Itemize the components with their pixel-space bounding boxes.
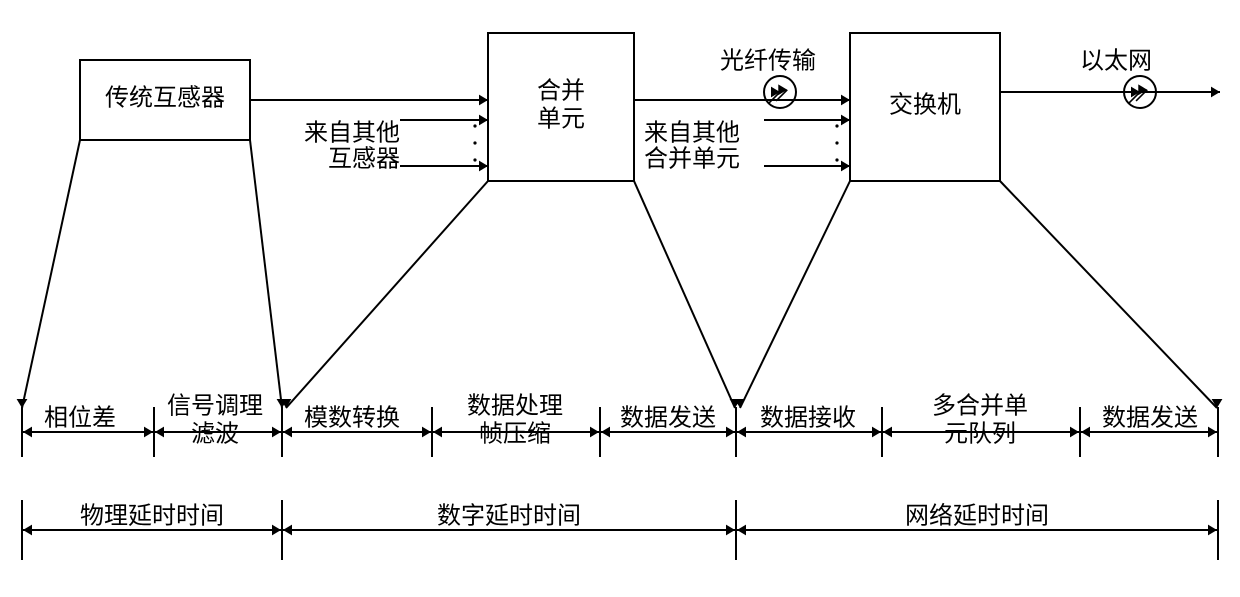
block-switch bbox=[850, 33, 1000, 181]
svg-text:合并单元: 合并单元 bbox=[644, 146, 740, 173]
label-fiber-transmission bbox=[716, 49, 836, 77]
svg-text:来自其他: 来自其他 bbox=[644, 120, 740, 147]
svg-text:来自其他: 来自其他 bbox=[304, 120, 400, 147]
label-ethernet bbox=[1076, 49, 1176, 77]
timeline-row-detail bbox=[18, 392, 1222, 472]
timeline-row-summary bbox=[18, 490, 1222, 570]
block-traditional-transformer bbox=[80, 60, 250, 140]
svg-text:互感器: 互感器 bbox=[328, 146, 400, 173]
block-merging-unit bbox=[488, 33, 634, 181]
